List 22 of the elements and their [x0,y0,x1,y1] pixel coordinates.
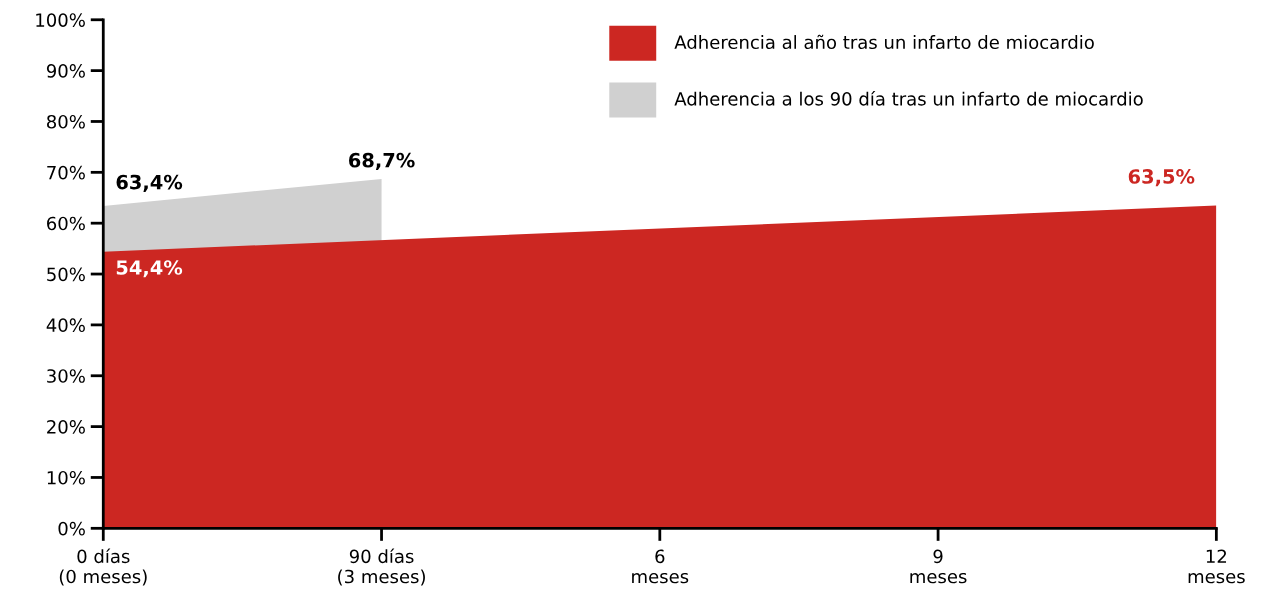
y-tick-label: 80% [47,114,85,129]
y-tick-label: 40% [46,318,85,333]
data-label: 63,4% [116,174,183,192]
x-tick-label: 12 meses [1188,549,1245,584]
data-label: 54,4% [116,260,183,278]
x-tick-label: 9 meses [910,549,967,584]
data-label: 63,5% [1128,169,1195,187]
y-tick-label: 100% [36,13,85,27]
y-tick-label: 10% [47,470,85,485]
y-tick-label: 20% [47,420,85,434]
y-tick-label: 30% [47,369,85,383]
y-tick-label: 50% [47,267,85,282]
legend-label: Adherencia al año tras un infarto de miocardio [674,34,1094,50]
x-tick-label: 0 días (0 meses) [59,548,147,586]
y-tick-label: 60% [47,216,85,231]
legend-label: Adherencia a los 90 día tras un infarto de miocardio [674,90,1143,106]
y-tick-label: 0% [58,521,85,536]
x-tick-label: 90 días (3 meses) [338,548,425,586]
y-tick-label: 70% [47,165,85,180]
data-label: 68,7% [349,152,415,171]
x-tick-label: 6 meses [632,549,689,584]
y-tick-label: 90% [46,64,85,78]
